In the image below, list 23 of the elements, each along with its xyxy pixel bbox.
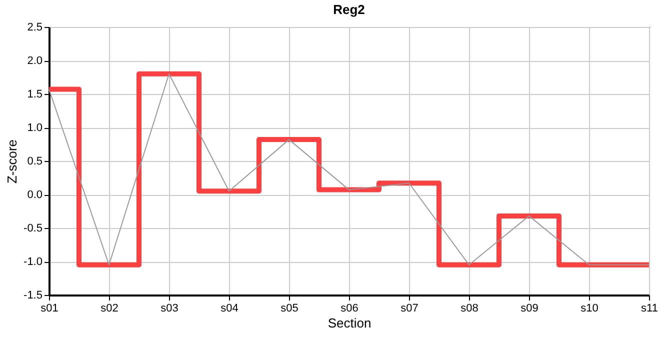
x-tick-label: s09 xyxy=(520,302,538,314)
y-tick-label: 1.5 xyxy=(27,88,42,100)
y-tick-label: -1.0 xyxy=(24,256,42,268)
y-axis-title: Z-score xyxy=(4,139,20,184)
x-axis-title: Section xyxy=(328,316,372,330)
y-tick-label: 0.0 xyxy=(27,189,42,201)
y-tick-label: -1.5 xyxy=(24,290,42,302)
x-tick-label: s07 xyxy=(400,302,418,314)
chart-title: Reg2 xyxy=(333,2,365,17)
x-tick-label: s05 xyxy=(280,302,298,314)
x-tick-label: s03 xyxy=(160,302,178,314)
x-tick-label: s04 xyxy=(220,302,238,314)
x-tick-label: s08 xyxy=(460,302,478,314)
y-tick-label: 2.0 xyxy=(27,55,42,67)
x-tick-label: s02 xyxy=(100,302,118,314)
x-tick-label: s10 xyxy=(580,302,598,314)
y-tick-label: 2.5 xyxy=(27,22,42,34)
y-tick-label: 1.0 xyxy=(27,122,42,134)
x-tick-label: s01 xyxy=(40,302,58,314)
x-tick-label: s06 xyxy=(340,302,358,314)
y-tick-label: -0.5 xyxy=(24,222,42,234)
y-tick-label: 0.5 xyxy=(27,156,42,168)
x-tick-label: s11 xyxy=(641,302,658,314)
